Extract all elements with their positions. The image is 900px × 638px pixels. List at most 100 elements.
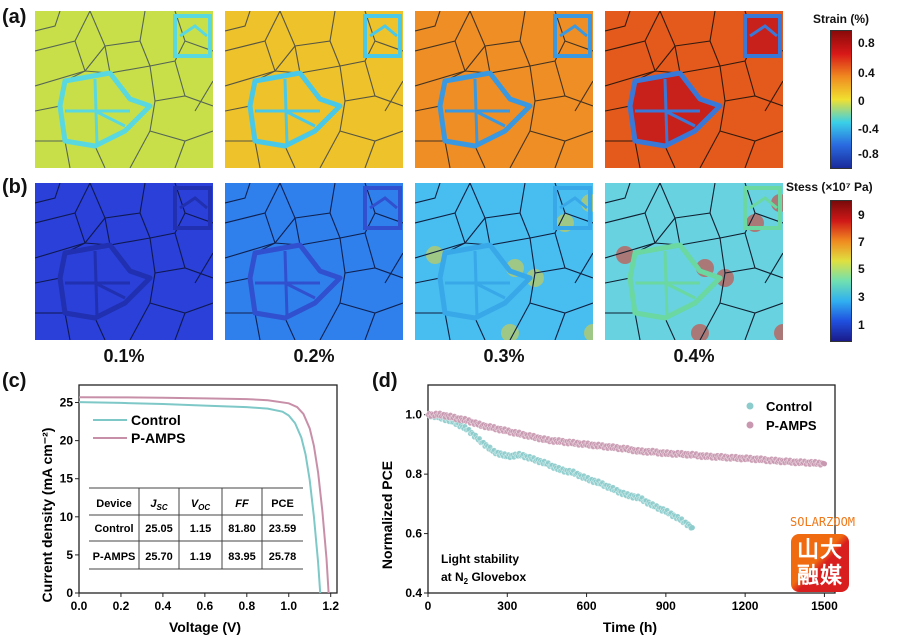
colorbar-tick: 0 [858, 94, 865, 108]
panel-label-c: (c) [2, 370, 27, 392]
legend-label: P-AMPS [766, 418, 817, 433]
highlighted-grain-cluster [57, 242, 153, 321]
x-tick-label: 1500 [811, 599, 838, 613]
legend-label: P-AMPS [131, 430, 185, 446]
jv-curve-control [78, 401, 322, 594]
grain-boundary [384, 80, 403, 112]
colorbar-tick: 1 [858, 318, 865, 332]
x-tick-label: 0.4 [155, 599, 172, 613]
grain-boundary [149, 272, 213, 314]
grain-boundary [574, 252, 593, 284]
grain-boundary [319, 130, 341, 168]
y-tick-label: 0.8 [405, 467, 422, 481]
table-header: PCE [271, 498, 294, 510]
grain-boundary [764, 252, 783, 284]
legend-marker [746, 402, 754, 410]
strain-level-label: 0.3% [483, 346, 525, 366]
y-tick-label: 15 [60, 472, 74, 486]
strain-level-label: 0.2% [293, 346, 335, 366]
panel-label-d: (d) [372, 370, 398, 392]
strain-map [605, 11, 783, 168]
stress-colorbar [830, 200, 852, 342]
x-tick-label: 0.2 [113, 599, 130, 613]
highlighted-grain-cluster [437, 70, 533, 149]
highlighted-corner-boundary [749, 196, 778, 210]
strain-map [35, 11, 213, 168]
panel-label-b: (b) [2, 176, 28, 198]
strain-level-label: 0.4% [673, 346, 715, 366]
highlighted-corner-boundary [559, 196, 588, 210]
stress-hotspot [774, 324, 783, 340]
grain-boundary [509, 302, 531, 340]
highlighted-corner-boundary [179, 196, 208, 210]
watermark-text: SOLARZOOM [790, 515, 856, 529]
y-tick-label: 0 [66, 586, 73, 600]
highlighted-corner-grain [173, 186, 212, 230]
grain-boundary [364, 232, 376, 269]
grain-boundary [174, 140, 186, 168]
grain-boundary [554, 232, 566, 269]
grain-boundary [174, 312, 186, 340]
grain-boundary [719, 237, 783, 279]
highlighted-grain-boundary [284, 109, 316, 128]
highlighted-grain-boundary [664, 109, 696, 128]
grain-boundary [529, 100, 593, 142]
y-axis-label: Current density (mA cm⁻²) [39, 428, 55, 603]
header-main: V [191, 498, 200, 510]
grain-boundary [415, 11, 441, 32]
grain-boundary [699, 302, 721, 340]
grain-boundary [194, 80, 213, 112]
grain-boundary [384, 252, 403, 284]
table-cell: 25.05 [145, 523, 173, 535]
table-cell: 81.80 [228, 523, 256, 535]
grain-boundary [744, 140, 756, 168]
table-cell: P-AMPS [93, 551, 136, 563]
stress-map [415, 183, 593, 340]
x-tick-label: 1.0 [280, 599, 297, 613]
watermark-logo: 山大融媒 [791, 534, 849, 592]
colorbar-tick: 9 [858, 208, 865, 222]
highlighted-grain-boundary [664, 281, 696, 300]
y-tick-label: 10 [60, 510, 74, 524]
grain-boundary [605, 183, 631, 204]
header-subscript: SC [157, 503, 168, 512]
y-axis-label: Normalized PCE [379, 461, 395, 569]
table-header: VOC [191, 498, 211, 512]
grain-boundary [174, 60, 186, 97]
highlighted-grain-boundary [94, 281, 126, 300]
legend-marker [746, 421, 754, 429]
grain-boundary [194, 252, 213, 284]
highlighted-corner-grain [553, 14, 592, 58]
grain-boundary [149, 100, 213, 142]
jv-curve-p-amps [78, 396, 330, 594]
colorbar-tick: 7 [858, 235, 865, 249]
stress-map [605, 183, 783, 340]
x-tick-label: 1200 [732, 599, 759, 613]
grain-boundary [529, 237, 593, 279]
highlighted-corner-grain [553, 186, 592, 230]
table-header: JSC [150, 498, 167, 512]
table-cell: 25.70 [145, 551, 173, 563]
series-control [425, 410, 695, 532]
table-cell: 23.59 [269, 523, 297, 535]
jv-curve-chart: Current density (mA cm⁻²) Voltage (V) 0.… [39, 384, 339, 635]
colorbar-tick: -0.4 [858, 122, 879, 136]
colorbar-tick: 0.8 [858, 36, 875, 50]
table-cell: Control [94, 523, 133, 535]
y-tick-label: 0.6 [405, 527, 422, 541]
grain-boundary [364, 312, 376, 340]
grain-boundary [764, 80, 783, 112]
grain-boundary [744, 60, 756, 97]
grain-boundary [225, 183, 251, 204]
strain-colorbar-title: Strain (%) [813, 12, 870, 26]
grain-boundary [605, 11, 631, 32]
highlighted-grain-boundary [474, 281, 506, 300]
grain-boundary [225, 11, 251, 32]
table-cell: 83.95 [228, 551, 256, 563]
data-point [821, 461, 828, 467]
highlighted-grain-cluster [247, 242, 343, 321]
strain-colorbar [830, 30, 852, 169]
x-tick-label: 0.6 [197, 599, 214, 613]
highlighted-grain-boundary [94, 109, 126, 128]
highlighted-corner-grain [743, 14, 782, 58]
